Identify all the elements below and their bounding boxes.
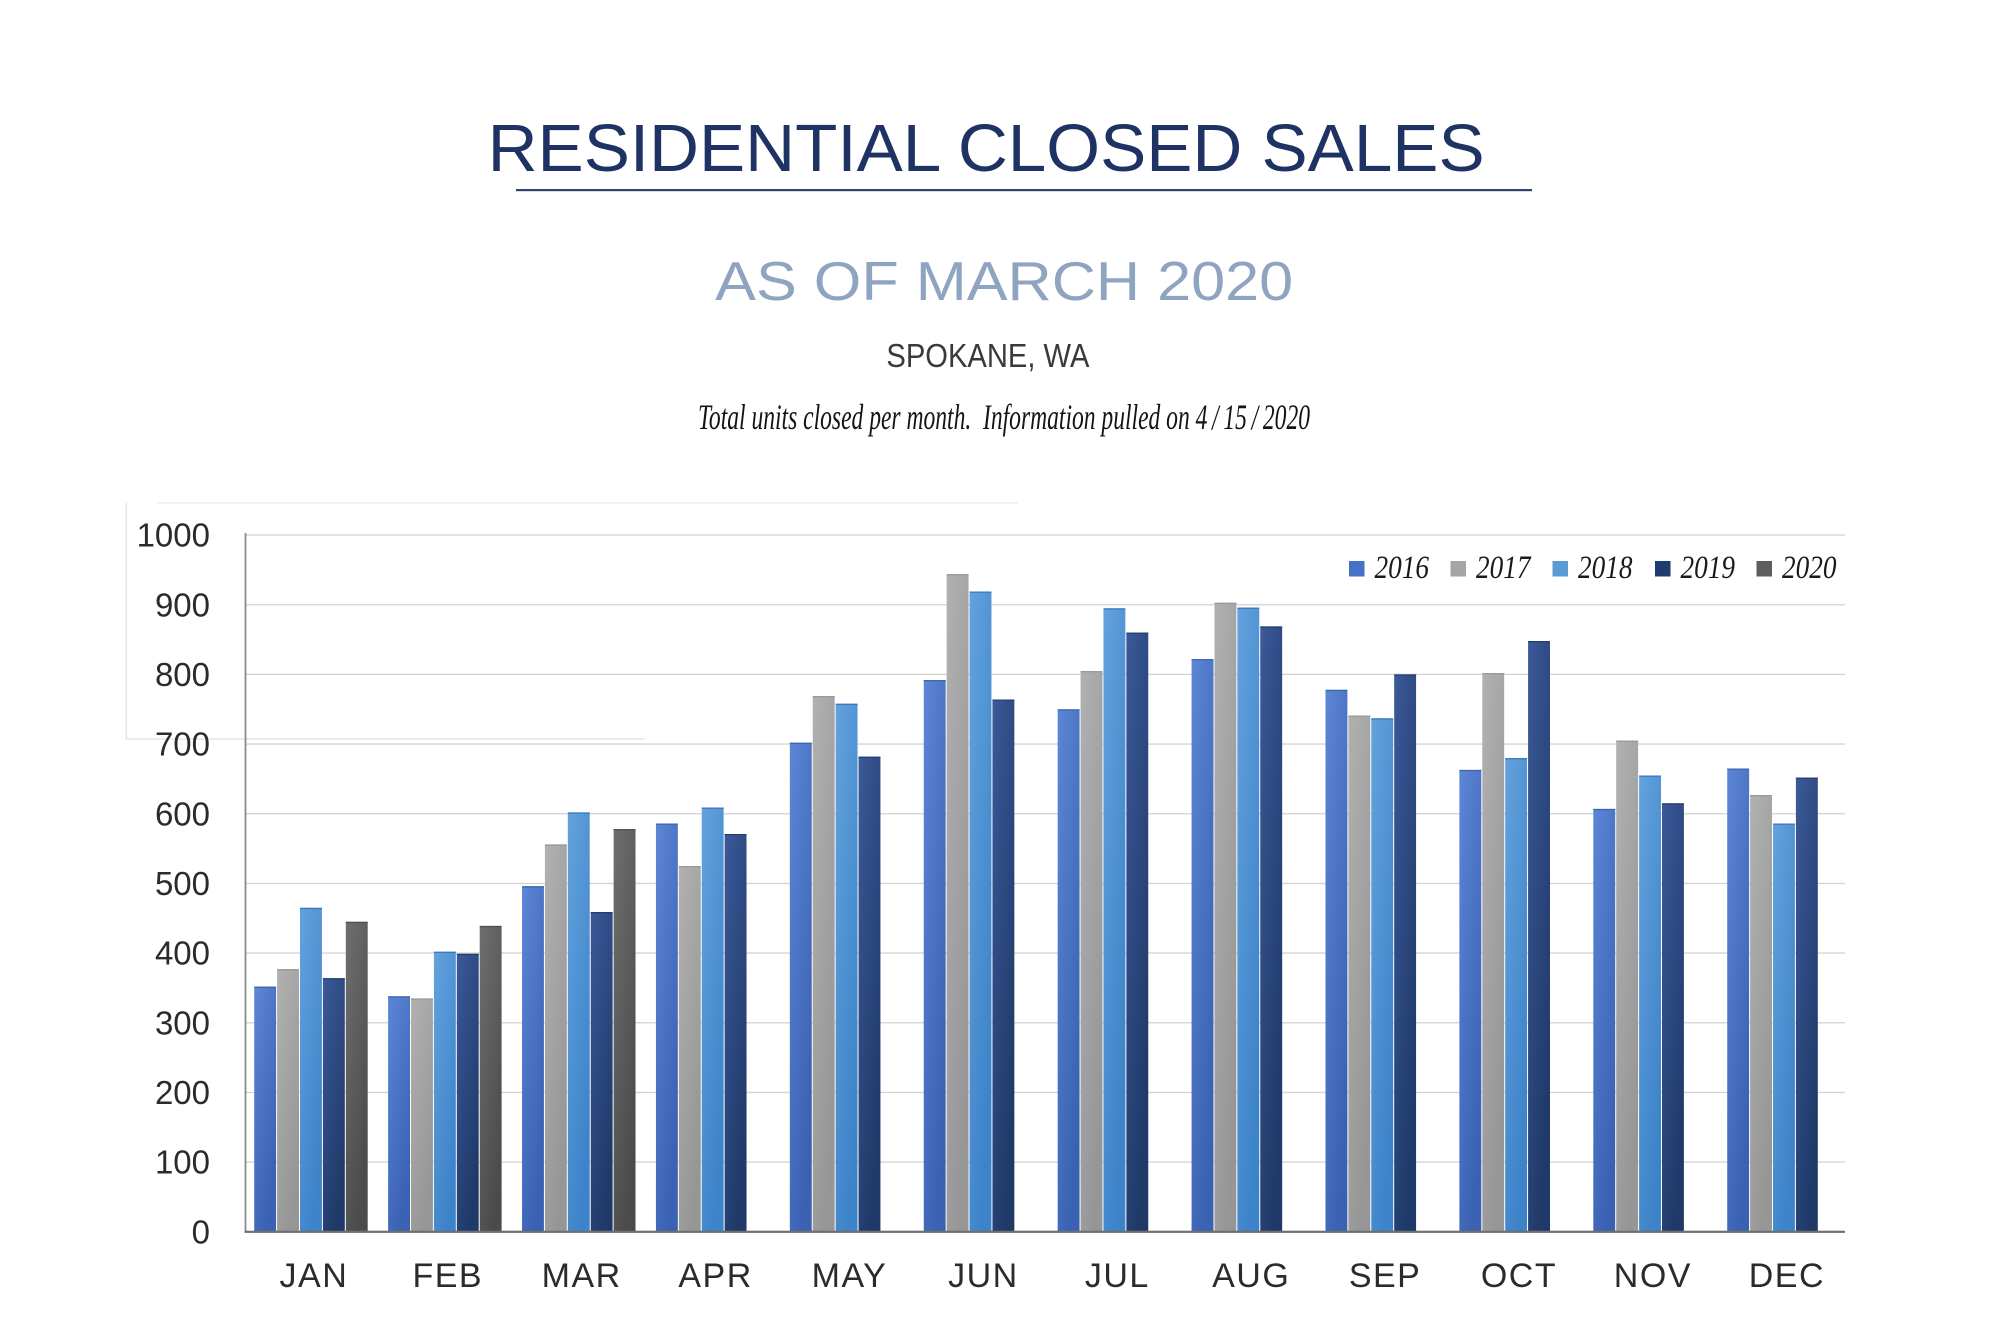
svg-text:800: 800 (155, 656, 210, 693)
svg-text:DEC: DEC (1749, 1257, 1825, 1295)
svg-text:200: 200 (155, 1074, 210, 1111)
svg-text:400: 400 (155, 935, 210, 972)
svg-text:900: 900 (155, 586, 210, 623)
svg-text:300: 300 (155, 1004, 210, 1041)
svg-text:0: 0 (192, 1213, 210, 1250)
svg-text:1000: 1000 (137, 517, 210, 554)
svg-text:700: 700 (155, 726, 210, 763)
svg-text:AS OF MARCH 2020: AS OF MARCH 2020 (715, 250, 1293, 312)
svg-text:AUG: AUG (1212, 1257, 1290, 1295)
svg-text:MAR: MAR (542, 1257, 622, 1295)
svg-text:NOV: NOV (1614, 1257, 1692, 1295)
svg-text:FEB: FEB (412, 1257, 483, 1295)
svg-text:2017: 2017 (1476, 550, 1532, 586)
svg-text:SEP: SEP (1349, 1257, 1422, 1295)
svg-text:JUN: JUN (948, 1257, 1019, 1295)
svg-text:600: 600 (155, 795, 210, 832)
svg-text:2018: 2018 (1578, 550, 1633, 586)
svg-text:SPOKANE, WA: SPOKANE, WA (886, 337, 1089, 374)
svg-text:2016: 2016 (1375, 550, 1430, 586)
svg-text:2020: 2020 (1782, 550, 1837, 586)
svg-text:500: 500 (155, 865, 210, 902)
svg-text:OCT: OCT (1481, 1257, 1557, 1295)
svg-text:JUL: JUL (1085, 1257, 1150, 1295)
svg-text:APR: APR (678, 1257, 752, 1295)
svg-text:Total units closed per month.: Total units closed per month. Informatio… (698, 397, 1310, 437)
svg-text:100: 100 (155, 1144, 210, 1181)
svg-text:MAY: MAY (812, 1257, 888, 1295)
svg-text:RESIDENTIAL CLOSED SALES: RESIDENTIAL CLOSED SALES (488, 111, 1485, 186)
svg-text:2019: 2019 (1681, 550, 1736, 586)
svg-text:JAN: JAN (280, 1257, 349, 1295)
